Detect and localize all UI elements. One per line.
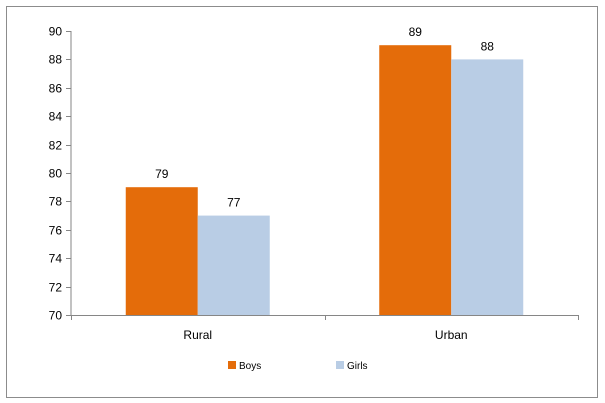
bar-boys-rural: [125, 187, 198, 315]
bars: [125, 45, 524, 316]
bar-boys-urban: [379, 45, 452, 315]
bar-girls-urban: [451, 59, 524, 316]
data-label: 79: [155, 167, 169, 181]
data-labels: 79 77 89 88: [155, 25, 494, 209]
y-tick-label: 86: [49, 82, 63, 96]
y-tick-label: 78: [49, 195, 63, 209]
x-axis: Rural Urban: [71, 315, 579, 342]
legend-label-boys: Boys: [239, 361, 261, 372]
x-category-label: Urban: [435, 328, 468, 342]
y-tick-label: 80: [49, 167, 63, 181]
y-axis: 70 72 74 76 78 80 82 84 86 88 90: [49, 25, 72, 323]
y-tick-label: 70: [49, 309, 63, 323]
legend: Boys Girls: [228, 361, 368, 372]
chart-frame: 70 72 74 76 78 80 82 84 86 88 90 Rural Urban 79 77 89…: [6, 6, 598, 398]
y-tick-label: 90: [49, 25, 63, 39]
y-tick-label: 72: [49, 281, 63, 295]
data-label: 88: [481, 39, 495, 53]
y-tick-label: 76: [49, 224, 63, 238]
data-label: 89: [409, 25, 423, 39]
y-tick-label: 84: [49, 110, 63, 124]
y-tick-label: 74: [49, 252, 63, 266]
legend-swatch-girls: [336, 361, 344, 369]
bar-chart: 70 72 74 76 78 80 82 84 86 88 90 Rural Urban 79 77 89…: [49, 25, 579, 372]
y-tick-label: 88: [49, 53, 63, 67]
legend-label-girls: Girls: [347, 361, 368, 372]
bar-girls-rural: [197, 215, 270, 315]
y-tick-label: 82: [49, 139, 63, 153]
x-category-label: Rural: [183, 328, 212, 342]
legend-swatch-boys: [228, 361, 236, 369]
data-label: 77: [227, 196, 241, 210]
